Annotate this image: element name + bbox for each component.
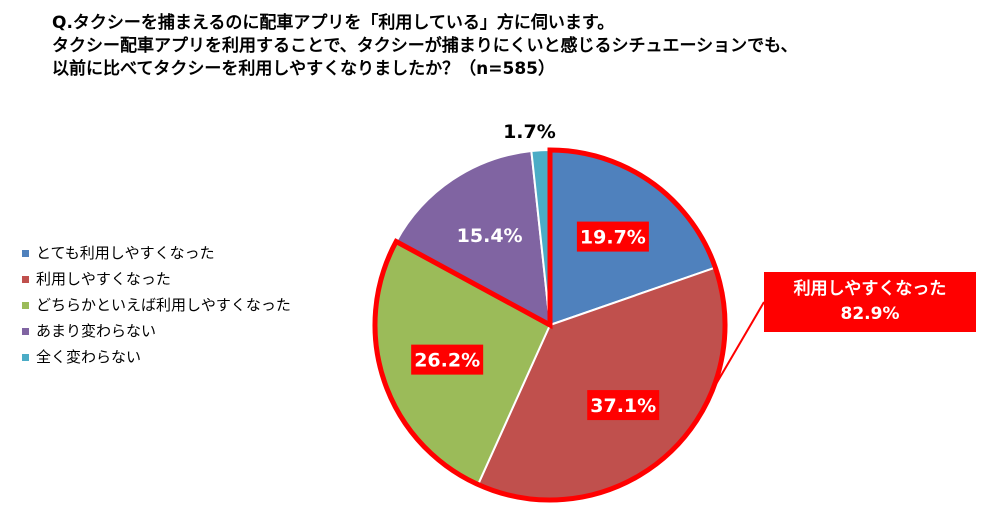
legend-label: どちらかといえば利用しやすくなった xyxy=(36,296,291,314)
legend-label: とても利用しやすくなった xyxy=(36,244,215,262)
legend-swatch xyxy=(22,327,29,335)
legend-item: とても利用しやすくなった xyxy=(22,240,291,266)
legend-label: 全く変わらない xyxy=(36,348,142,366)
pie-slice xyxy=(394,149,552,327)
legend-swatch xyxy=(22,249,29,257)
title-line-1: Q.タクシーを捕まえるのに配車アプリを「利用している」方に伺います。 xyxy=(52,13,615,33)
data-label-bg xyxy=(587,390,660,421)
legend: とても利用しやすくなった 利用しやすくなった どちらかといえば利用しやすくなった… xyxy=(22,240,291,370)
data-label: 15.4% xyxy=(457,225,523,247)
legend-item: どちらかといえば利用しやすくなった xyxy=(22,292,291,318)
data-label: 1.7% xyxy=(503,121,556,143)
legend-swatch xyxy=(22,301,29,309)
title-line-2: タクシー配車アプリを利用することで、タクシーが捕まりにくいと感じるシチュエーショ… xyxy=(52,36,798,56)
legend-swatch xyxy=(22,275,29,283)
callout-label: 利用しやすくなった xyxy=(793,279,947,299)
callout-value: 82.9% xyxy=(840,304,900,324)
callout-box: 利用しやすくなった 82.9% xyxy=(764,272,976,332)
data-label: 19.7% xyxy=(580,227,646,249)
legend-item: 利用しやすくなった xyxy=(22,266,291,292)
chart-title: Q.タクシーを捕まえるのに配車アプリを「利用している」方に伺います。 タクシー配… xyxy=(52,12,972,81)
legend-label: あまり変わらない xyxy=(36,322,157,340)
legend-item: あまり変わらない xyxy=(22,318,291,344)
legend-item: 全く変わらない xyxy=(22,344,291,370)
data-label: 26.2% xyxy=(414,350,480,372)
highlight-outline xyxy=(372,147,728,503)
data-label-bg xyxy=(411,344,484,375)
legend-swatch xyxy=(22,353,29,361)
title-line-3: 以前に比べてタクシーを利用しやすくなりましたか？（n=585） xyxy=(52,59,555,79)
data-label: 37.1% xyxy=(590,395,656,417)
legend-label: 利用しやすくなった xyxy=(36,270,171,288)
data-label-bg xyxy=(576,221,649,252)
callout-connector xyxy=(711,301,765,392)
